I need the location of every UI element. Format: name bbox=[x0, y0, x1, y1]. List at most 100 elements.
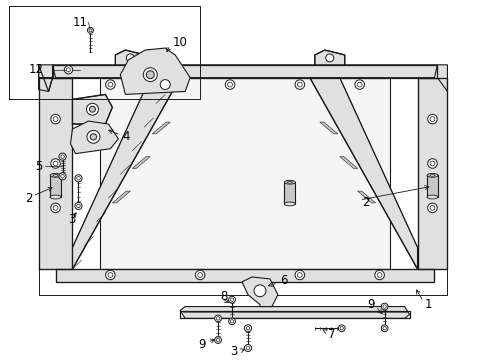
Text: 12: 12 bbox=[28, 63, 44, 76]
Polygon shape bbox=[438, 65, 447, 91]
Circle shape bbox=[430, 206, 435, 210]
Text: 5: 5 bbox=[35, 160, 43, 173]
Circle shape bbox=[90, 106, 96, 112]
Circle shape bbox=[375, 270, 384, 280]
Circle shape bbox=[295, 270, 305, 280]
Circle shape bbox=[51, 159, 60, 168]
Polygon shape bbox=[71, 121, 119, 154]
Circle shape bbox=[75, 175, 82, 182]
Circle shape bbox=[245, 345, 251, 352]
Text: 4: 4 bbox=[122, 130, 130, 143]
Circle shape bbox=[228, 82, 232, 87]
Ellipse shape bbox=[427, 174, 438, 177]
Circle shape bbox=[87, 130, 100, 143]
Ellipse shape bbox=[50, 174, 61, 177]
Circle shape bbox=[86, 103, 98, 115]
Circle shape bbox=[75, 202, 82, 210]
Text: 1: 1 bbox=[424, 298, 432, 311]
Ellipse shape bbox=[284, 202, 295, 206]
Text: 3: 3 bbox=[231, 346, 238, 359]
Polygon shape bbox=[73, 94, 112, 124]
Polygon shape bbox=[320, 122, 338, 134]
Circle shape bbox=[225, 80, 235, 89]
Polygon shape bbox=[100, 78, 390, 269]
Bar bbox=[427, 175, 438, 197]
Text: 2: 2 bbox=[25, 192, 33, 204]
Text: 8: 8 bbox=[220, 290, 227, 303]
Polygon shape bbox=[121, 48, 190, 94]
Circle shape bbox=[126, 54, 134, 62]
Circle shape bbox=[246, 346, 250, 350]
Circle shape bbox=[217, 317, 220, 320]
Circle shape bbox=[155, 80, 165, 89]
Polygon shape bbox=[55, 269, 435, 282]
Circle shape bbox=[245, 325, 251, 332]
Circle shape bbox=[87, 27, 94, 33]
Circle shape bbox=[59, 173, 66, 180]
Polygon shape bbox=[73, 78, 180, 269]
Bar bbox=[284, 182, 295, 204]
Text: 11: 11 bbox=[73, 16, 88, 29]
Circle shape bbox=[106, 270, 115, 280]
Circle shape bbox=[229, 296, 235, 303]
Circle shape bbox=[196, 270, 205, 280]
Polygon shape bbox=[152, 122, 170, 134]
Circle shape bbox=[147, 71, 154, 78]
Text: 9: 9 bbox=[198, 338, 206, 351]
Text: 10: 10 bbox=[172, 36, 187, 49]
Circle shape bbox=[383, 327, 386, 330]
Circle shape bbox=[61, 155, 64, 158]
Circle shape bbox=[158, 82, 163, 87]
Polygon shape bbox=[315, 50, 345, 65]
Circle shape bbox=[106, 80, 115, 89]
Circle shape bbox=[53, 117, 58, 121]
Circle shape bbox=[217, 338, 220, 342]
Circle shape bbox=[254, 285, 266, 297]
Circle shape bbox=[51, 114, 60, 124]
Polygon shape bbox=[132, 157, 150, 168]
Circle shape bbox=[198, 273, 202, 277]
Text: 2: 2 bbox=[362, 197, 369, 210]
Circle shape bbox=[160, 80, 170, 90]
Ellipse shape bbox=[284, 180, 295, 184]
Circle shape bbox=[59, 153, 66, 160]
Circle shape bbox=[51, 203, 60, 213]
Circle shape bbox=[338, 325, 345, 332]
Circle shape bbox=[230, 320, 234, 323]
Circle shape bbox=[61, 175, 64, 178]
Circle shape bbox=[430, 161, 435, 166]
Polygon shape bbox=[39, 65, 52, 91]
Ellipse shape bbox=[427, 195, 438, 199]
Ellipse shape bbox=[430, 175, 435, 176]
Polygon shape bbox=[52, 65, 438, 78]
Circle shape bbox=[108, 82, 113, 87]
Ellipse shape bbox=[288, 181, 293, 183]
Circle shape bbox=[108, 273, 113, 277]
Polygon shape bbox=[340, 157, 358, 168]
Text: 9: 9 bbox=[367, 298, 375, 311]
Bar bbox=[50, 175, 61, 197]
Circle shape bbox=[230, 298, 234, 301]
Circle shape bbox=[428, 159, 437, 168]
Text: 3: 3 bbox=[69, 213, 76, 226]
Polygon shape bbox=[358, 191, 376, 203]
Circle shape bbox=[67, 68, 71, 72]
Circle shape bbox=[295, 80, 305, 89]
Polygon shape bbox=[112, 191, 130, 203]
Circle shape bbox=[428, 114, 437, 124]
Circle shape bbox=[215, 315, 221, 322]
Circle shape bbox=[64, 66, 73, 74]
Circle shape bbox=[381, 325, 388, 332]
Circle shape bbox=[53, 161, 58, 166]
Circle shape bbox=[246, 327, 250, 330]
Circle shape bbox=[355, 80, 365, 89]
Polygon shape bbox=[242, 277, 278, 307]
Circle shape bbox=[89, 29, 92, 32]
Circle shape bbox=[383, 305, 386, 308]
Polygon shape bbox=[417, 78, 447, 269]
Polygon shape bbox=[180, 307, 410, 318]
Polygon shape bbox=[310, 78, 417, 269]
Circle shape bbox=[297, 82, 302, 87]
Circle shape bbox=[326, 54, 334, 62]
Circle shape bbox=[76, 204, 80, 208]
